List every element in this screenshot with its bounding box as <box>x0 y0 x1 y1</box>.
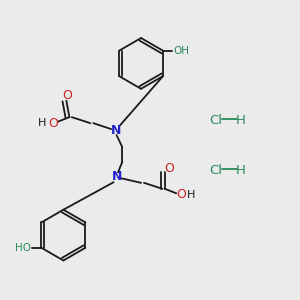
Text: O: O <box>176 188 186 201</box>
Text: O: O <box>49 117 58 130</box>
Text: O: O <box>164 162 174 175</box>
Text: H: H <box>187 190 195 200</box>
Text: H: H <box>236 164 246 177</box>
Text: HO: HO <box>15 243 31 253</box>
Text: H: H <box>38 118 46 128</box>
Text: Cl: Cl <box>209 114 222 127</box>
Text: N: N <box>110 124 121 137</box>
Text: N: N <box>112 170 122 183</box>
Text: H: H <box>236 114 246 127</box>
Text: Cl: Cl <box>209 164 222 177</box>
Text: O: O <box>63 89 73 102</box>
Text: OH: OH <box>173 46 189 56</box>
